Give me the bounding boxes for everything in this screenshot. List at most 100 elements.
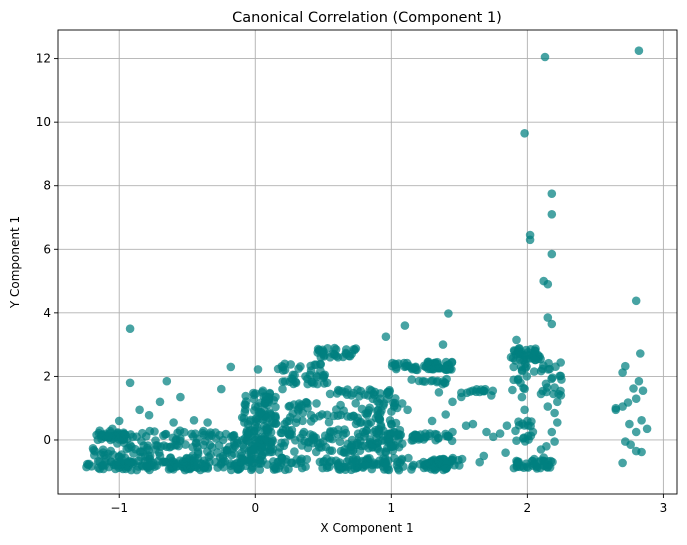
scatter-point [393, 457, 402, 467]
scatter-point [407, 375, 417, 384]
scatter-point [525, 235, 535, 245]
scatter-point [213, 448, 222, 457]
scatter-point [403, 405, 412, 415]
scatter-point [119, 433, 129, 443]
scatter-point [407, 363, 417, 373]
scatter-point [556, 371, 565, 381]
scatter-point [430, 362, 440, 372]
scatter-point [246, 415, 255, 425]
scatter-point [306, 417, 316, 426]
scatter-point [271, 392, 280, 402]
scatter-point [543, 279, 553, 289]
scatter-point [642, 424, 652, 434]
scatter-point [288, 409, 298, 418]
scatter-point [176, 392, 185, 402]
scatter-point [444, 309, 453, 318]
scatter-point [637, 447, 646, 457]
scatter-point [100, 461, 109, 470]
scatter-point [346, 412, 356, 422]
scatter-point [376, 447, 385, 456]
scatter-point [548, 373, 557, 383]
scatter-point [280, 359, 290, 369]
scatter-point [316, 366, 325, 376]
x-tick-label: −1 [110, 501, 128, 515]
scatter-point [512, 335, 521, 345]
scatter-point [135, 405, 144, 415]
scatter-point [326, 427, 335, 436]
scatter-point [234, 465, 243, 474]
scatter-point [151, 445, 160, 454]
scatter-point [218, 435, 228, 445]
scatter-point [322, 378, 332, 388]
scatter-point [426, 376, 436, 386]
scatter-point [262, 425, 272, 434]
x-tick-label: 3 [660, 501, 668, 515]
y-axis-label: Y Component 1 [8, 216, 22, 309]
scatter-point [398, 439, 407, 449]
scatter-point [193, 442, 202, 452]
scatter-point [349, 345, 359, 354]
scatter-point [529, 367, 539, 376]
scatter-point [155, 451, 165, 461]
scatter-point [550, 437, 559, 446]
scatter-point [521, 459, 531, 469]
scatter-point [448, 455, 457, 465]
scatter-point [271, 402, 280, 412]
scatter-point [315, 411, 324, 421]
scatter-point [333, 411, 343, 421]
scatter-point [495, 429, 505, 438]
scatter-point [517, 392, 527, 402]
scatter-point [502, 421, 512, 431]
scatter-point [258, 415, 268, 424]
scatter-point [311, 447, 321, 457]
scatter-point [448, 397, 457, 407]
scatter-point [433, 376, 442, 386]
scatter-point [482, 427, 491, 437]
scatter-point [138, 428, 147, 438]
scatter-point [122, 444, 131, 454]
scatter-point [357, 404, 367, 414]
scatter-point [256, 435, 266, 445]
scatter-point [89, 445, 98, 455]
scatter-point [125, 378, 135, 388]
scatter-point [276, 461, 285, 470]
scatter-point [176, 434, 185, 443]
scatter-point [143, 462, 152, 471]
scatter-point [191, 429, 200, 439]
scatter-point [307, 377, 317, 387]
scatter-point [241, 405, 250, 414]
scatter-point [282, 417, 292, 426]
x-axis-label: X Component 1 [320, 521, 413, 535]
scatter-point [170, 459, 180, 469]
scatter-point [538, 386, 547, 396]
scatter-point [278, 377, 288, 386]
scatter-point [381, 332, 391, 342]
scatter-point [204, 452, 214, 462]
scatter-point [438, 340, 448, 349]
scatter-point [629, 384, 638, 393]
scatter-point [335, 437, 345, 447]
scatter-point [290, 370, 299, 380]
scatter-point [489, 432, 498, 442]
scatter-point [106, 446, 115, 456]
scatter-point [625, 419, 634, 429]
scatter-point [226, 362, 236, 372]
scatter-point [297, 401, 307, 411]
scatter-point [386, 442, 396, 452]
scatter-point [311, 360, 321, 370]
scatter-point [618, 458, 627, 468]
scatter-point [424, 431, 434, 441]
x-tick-label: 2 [524, 501, 532, 515]
scatter-point [631, 296, 641, 306]
scatter-point [556, 386, 565, 396]
scatter-point [185, 454, 195, 463]
scatter-point [168, 433, 178, 443]
scatter-point [132, 465, 142, 475]
scatter-point [543, 402, 553, 411]
scatter-point [358, 463, 368, 472]
chart-title: Canonical Correlation (Component 1) [232, 10, 502, 26]
scatter-point [129, 449, 138, 458]
scatter-point [161, 429, 171, 439]
scatter-point [475, 457, 485, 467]
scatter-point [540, 52, 550, 62]
